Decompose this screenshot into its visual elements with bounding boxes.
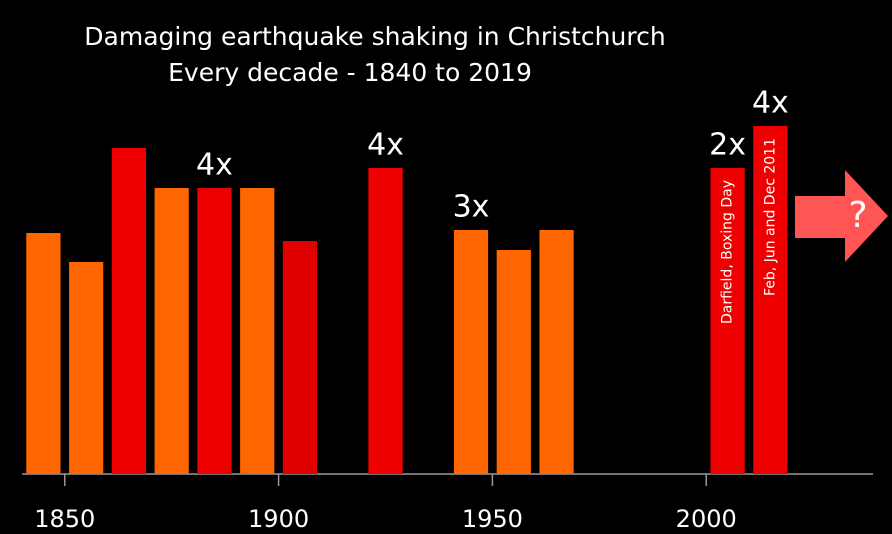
x-tick-label: 2000	[676, 505, 737, 533]
bar-label: 4x	[752, 86, 789, 121]
arrow	[795, 170, 888, 262]
chart-subtitle: Every decade - 1840 to 2019	[168, 58, 532, 87]
bar	[496, 250, 531, 474]
bar-note: Feb, Jun and Dec 2011	[762, 138, 778, 296]
x-tick-label: 1850	[34, 505, 95, 533]
bar-label: 2x	[709, 128, 746, 163]
bar	[69, 262, 104, 474]
bar-label: 3x	[453, 190, 490, 225]
bar-label: 4x	[367, 128, 404, 163]
bar-note: Darfield, Boxing Day	[720, 180, 736, 324]
chart-title: Damaging earthquake shaking in Christchu…	[84, 22, 665, 51]
x-tick-label: 1950	[462, 505, 523, 533]
bar	[368, 168, 403, 474]
bar	[282, 241, 318, 474]
bar	[197, 188, 232, 474]
bar	[26, 233, 61, 474]
x-tick-label: 1900	[248, 505, 309, 533]
bar	[453, 230, 489, 474]
bar	[240, 188, 275, 474]
arrow-label: ?	[848, 195, 867, 236]
bar	[539, 230, 574, 474]
bar	[154, 188, 189, 474]
bar	[111, 148, 147, 474]
bar	[710, 168, 745, 474]
bar	[753, 126, 788, 474]
bar-label: 4x	[196, 148, 233, 183]
